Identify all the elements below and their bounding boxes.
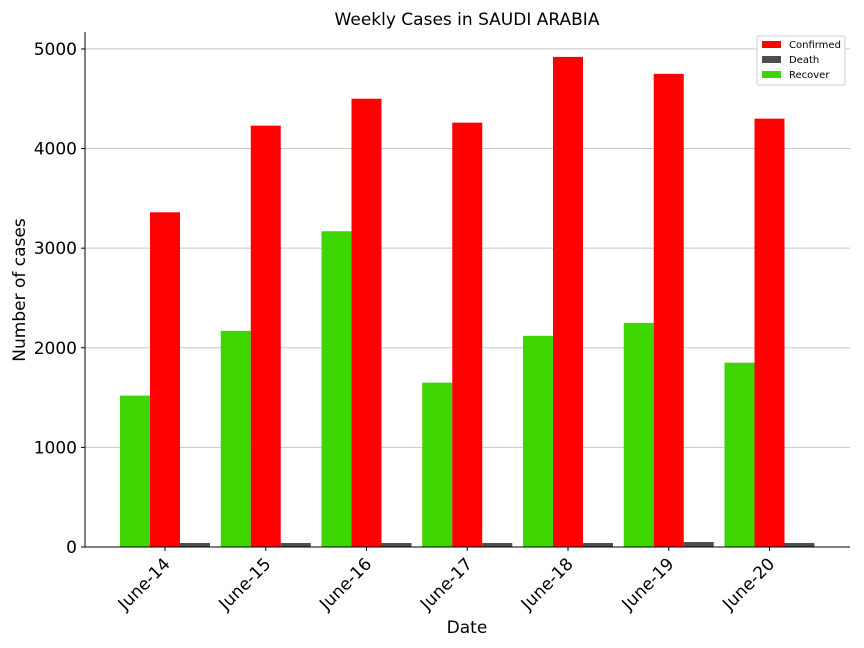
y-axis-label: Number of cases	[10, 218, 30, 362]
bar-recover-june-16	[321, 231, 352, 547]
legend-swatch-recover	[762, 71, 781, 78]
y-tick-label: 4000	[34, 140, 77, 160]
bar-recover-june-17	[422, 382, 453, 547]
bar-recover-june-14	[120, 395, 150, 547]
x-tick-label: June-19	[618, 554, 679, 615]
x-tick-label: June-18	[517, 554, 578, 615]
y-tick-label: 0	[66, 538, 77, 558]
bar-confirmed-june-16	[351, 98, 382, 547]
chart-title: Weekly Cases in SAUDI ARABIA	[335, 10, 600, 30]
legend-swatch-death	[762, 56, 781, 63]
x-tick-label: June-20	[718, 554, 779, 615]
y-tick-label: 3000	[34, 239, 77, 259]
x-tick-label: June-17	[416, 554, 477, 615]
x-ticks: June-14 June-15 June-16 June-17 June-18 June-…	[114, 547, 779, 615]
y-ticks: 0 1000 2000 3000 4000 5000	[34, 40, 85, 558]
bar-death-june-16	[381, 543, 412, 547]
y-tick-label: 2000	[34, 339, 77, 359]
bar-death-june-19	[683, 542, 714, 547]
bar-confirmed-june-14	[150, 212, 180, 547]
legend: Confirmed Death Recover	[756, 35, 846, 86]
y-tick-label: 1000	[34, 438, 77, 458]
x-tick-label: June-15	[215, 554, 276, 615]
legend-label-death: Death	[789, 55, 819, 66]
bar-recover-june-18	[523, 335, 553, 547]
bar-recover-june-15	[220, 330, 251, 547]
bar-recover-june-19	[623, 322, 654, 547]
y-tick-label: 5000	[34, 40, 77, 60]
bar-death-june-18	[583, 543, 613, 547]
x-tick-label: June-16	[315, 554, 376, 615]
bar-death-june-14	[180, 543, 210, 547]
bar-confirmed-june-20	[754, 118, 785, 547]
bar-confirmed-june-17	[452, 122, 483, 547]
bar-confirmed-june-15	[250, 125, 281, 548]
legend-swatch-confirmed	[762, 41, 781, 48]
bar-confirmed-june-19	[653, 73, 684, 547]
legend-label-recover: Recover	[789, 70, 830, 81]
bars	[120, 56, 815, 548]
x-axis-label: Date	[447, 618, 488, 638]
bar-death-june-20	[784, 543, 815, 547]
x-tick-label: June-14	[114, 554, 175, 615]
legend-label-confirmed: Confirmed	[789, 40, 841, 51]
bar-death-june-17	[482, 543, 513, 547]
bar-confirmed-june-18	[553, 56, 583, 547]
bar-death-june-15	[280, 543, 311, 547]
bar-recover-june-20	[724, 362, 755, 547]
